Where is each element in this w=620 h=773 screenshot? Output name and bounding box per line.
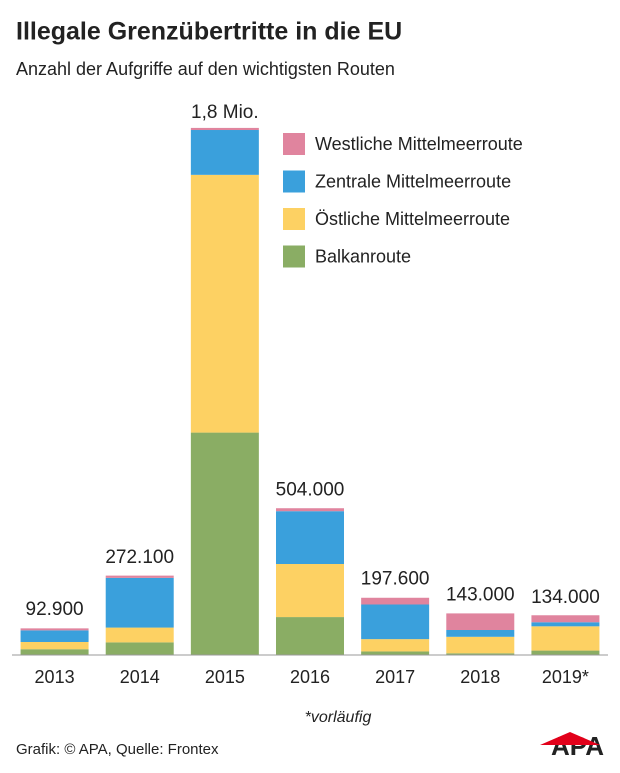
source: Grafik: © APA, Quelle: Frontex [16, 741, 219, 758]
x-tick-label: 2019* [542, 667, 589, 687]
bar-segment [361, 604, 430, 640]
bar-segment [276, 508, 344, 512]
bar-segment [361, 597, 430, 605]
bar-segment [531, 650, 600, 655]
bar-segment [531, 626, 600, 651]
bar-segment [105, 627, 174, 643]
value-label: 272.100 [105, 547, 174, 568]
bar-segment [361, 651, 430, 655]
legend-swatch [283, 245, 305, 268]
logo-accent [540, 732, 600, 745]
bar-segment [20, 649, 89, 655]
x-tick-label: 2014 [120, 667, 160, 687]
bar-segment [446, 613, 515, 630]
bar-segment [190, 130, 259, 175]
bar-segment [276, 563, 344, 618]
legend-swatch [283, 133, 305, 155]
value-label: 143.000 [446, 584, 515, 605]
x-tick-label: 2016 [290, 667, 330, 687]
bar-segment [20, 641, 89, 650]
legend-swatch [283, 208, 305, 230]
bar-segment [190, 127, 259, 131]
chart-subtitle: Anzahl der Aufgriffe auf den wichtigsten… [16, 59, 395, 79]
value-label: 92.900 [26, 599, 84, 620]
bar-segment [20, 630, 89, 642]
value-label: 197.600 [361, 568, 430, 589]
legend-label: Zentrale Mittelmeerroute [315, 171, 511, 191]
bar-segment [105, 575, 174, 578]
bar-segment [446, 629, 515, 637]
value-label: 134.000 [531, 587, 600, 608]
bar-segment [276, 511, 344, 564]
bar-segment [531, 622, 600, 627]
value-label: 504.000 [276, 479, 345, 500]
x-tick-label: 2015 [205, 667, 245, 687]
bar-segment [105, 642, 174, 655]
legend-label: Westliche Mittelmeerroute [315, 134, 523, 154]
legend-label: Östliche Mittelmeerroute [315, 209, 510, 229]
chart-title: Illegale Grenzübertritte in die EU [16, 18, 402, 46]
bar-segment [276, 617, 344, 655]
bar-segment [105, 577, 174, 628]
x-tick-label: 2017 [375, 667, 415, 687]
x-tick-label: 2013 [35, 667, 75, 687]
bar-segment [531, 615, 600, 623]
x-tick-label: 2018 [460, 667, 500, 687]
legend-label: Balkanroute [315, 246, 411, 266]
bar-segment [361, 639, 430, 652]
bar-segment [446, 636, 515, 654]
bar-segment [190, 432, 259, 655]
value-label: 1,8 Mio. [191, 102, 259, 123]
legend-swatch [283, 170, 305, 193]
bar-segment [446, 653, 515, 655]
bar-segment [190, 174, 259, 433]
footnote: *vorläufig [305, 709, 372, 726]
bar-segment [20, 628, 89, 631]
